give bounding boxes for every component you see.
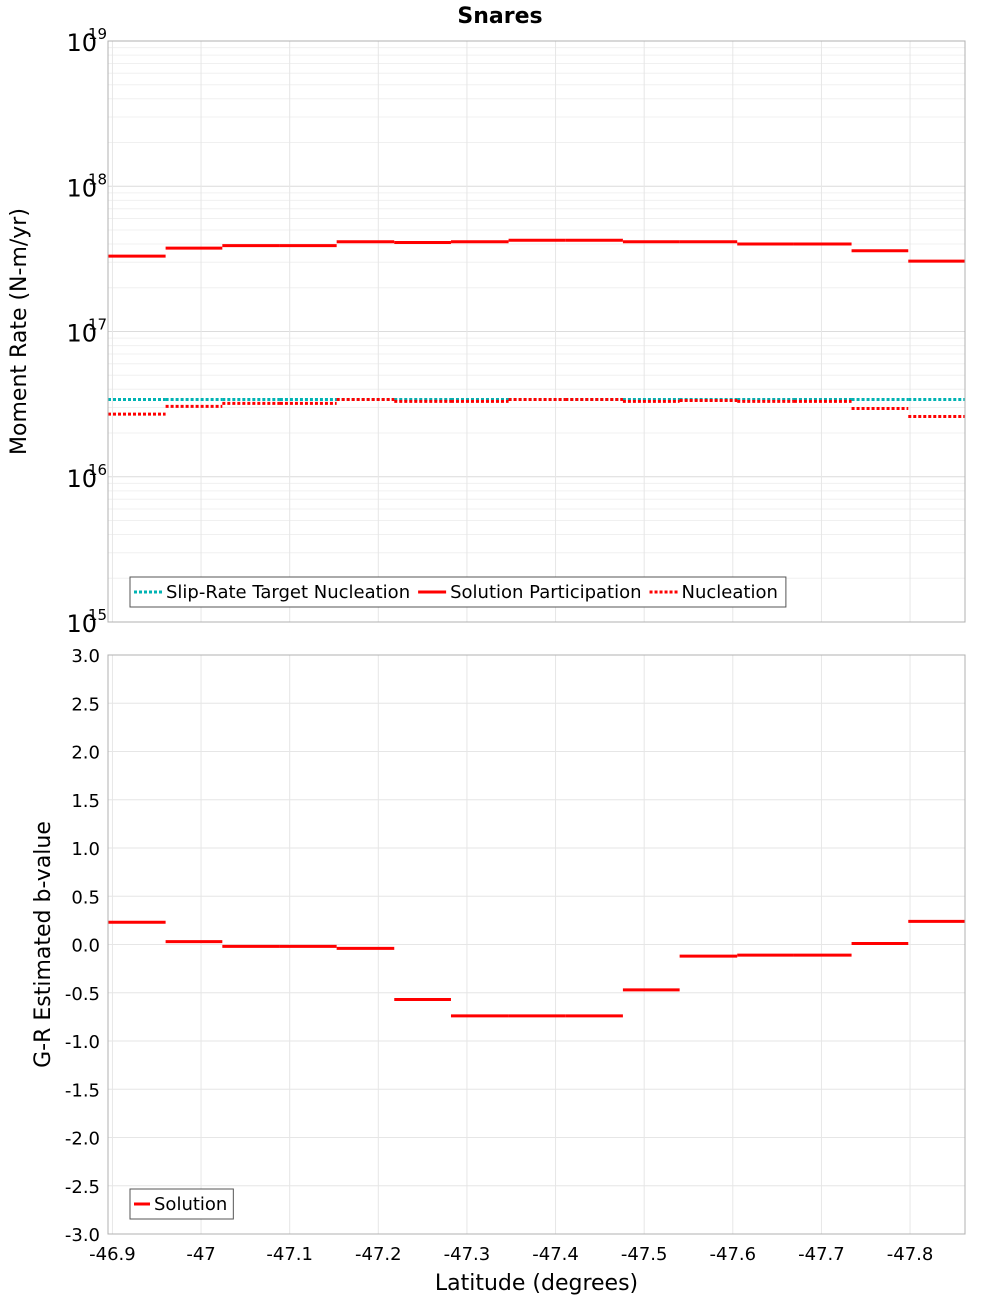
y-tick-exponent: 15	[88, 606, 107, 624]
y-tick-exponent: 16	[88, 461, 107, 479]
y-tick-label: 10	[66, 29, 97, 57]
y-tick-label: 1.0	[71, 839, 100, 860]
legend-label: Solution	[154, 1194, 227, 1215]
y-tick-label: 0.0	[71, 936, 100, 957]
x-tick-label: -47.4	[532, 1244, 579, 1265]
y-tick-label: 0.5	[71, 887, 100, 908]
legend-bottom: Solution	[129, 1188, 234, 1220]
y-tick-label: -3.0	[65, 1225, 100, 1246]
x-tick-label: -47.2	[355, 1244, 402, 1265]
x-tick-label: -47.1	[266, 1244, 313, 1265]
y-tick-label: 3.0	[71, 646, 100, 667]
y-tick-label: 1.5	[71, 791, 100, 812]
y-tick-label: -2.0	[65, 1129, 100, 1150]
y-tick-exponent: 18	[88, 170, 107, 188]
y-tick-label: -1.0	[65, 1032, 100, 1053]
legend-label: Nucleation	[682, 582, 778, 603]
x-tick-label: -46.9	[89, 1244, 136, 1265]
y-tick-label: -2.5	[65, 1177, 100, 1198]
y-tick-label: 10	[66, 320, 97, 348]
b-value-panel: 3.0 2.5 2.0 1.5 1.0 0.5 0.0 -0.5 -1.0 -1.5 -2.0 -2.…	[31, 646, 966, 1296]
y-tick-label: -0.5	[65, 984, 100, 1005]
x-tick-label: -47.8	[887, 1244, 934, 1265]
x-tick-label: -47.7	[798, 1244, 845, 1265]
plot-frame-bottom	[107, 654, 966, 1235]
x-tick-label: -47.5	[621, 1244, 668, 1265]
x-tick-label: -47	[186, 1244, 215, 1265]
y-tick-label: 2.0	[71, 743, 100, 764]
x-tick-label: -47.3	[444, 1244, 491, 1265]
y-axis-label-top: Moment Rate (N-m/yr)	[7, 208, 32, 455]
legend-label: Solution Participation	[450, 582, 641, 603]
series-solution	[108, 919, 965, 1018]
x-tick-label: -47.6	[710, 1244, 757, 1265]
y-tick-label: 2.5	[71, 694, 100, 715]
y-tick-label: -1.5	[65, 1080, 100, 1101]
y-tick-label: 10	[66, 174, 97, 202]
y-tick-exponent: 17	[88, 316, 107, 334]
series-solution-participation	[108, 238, 965, 263]
y-tick-label: 10	[66, 610, 97, 638]
series-nucleation	[108, 398, 965, 418]
legend-top: Slip-Rate Target Nucleation Solution Part…	[129, 576, 787, 608]
chart-title: Snares	[457, 4, 542, 29]
y-tick-label: 10	[66, 465, 97, 493]
plot-frame-top	[107, 40, 966, 623]
y-tick-exponent: 19	[88, 25, 107, 43]
y-axis-label-bottom: G-R Estimated b-value	[31, 821, 56, 1068]
x-axis-label: Latitude (degrees)	[435, 1271, 638, 1296]
legend-label: Slip-Rate Target Nucleation	[166, 582, 410, 603]
